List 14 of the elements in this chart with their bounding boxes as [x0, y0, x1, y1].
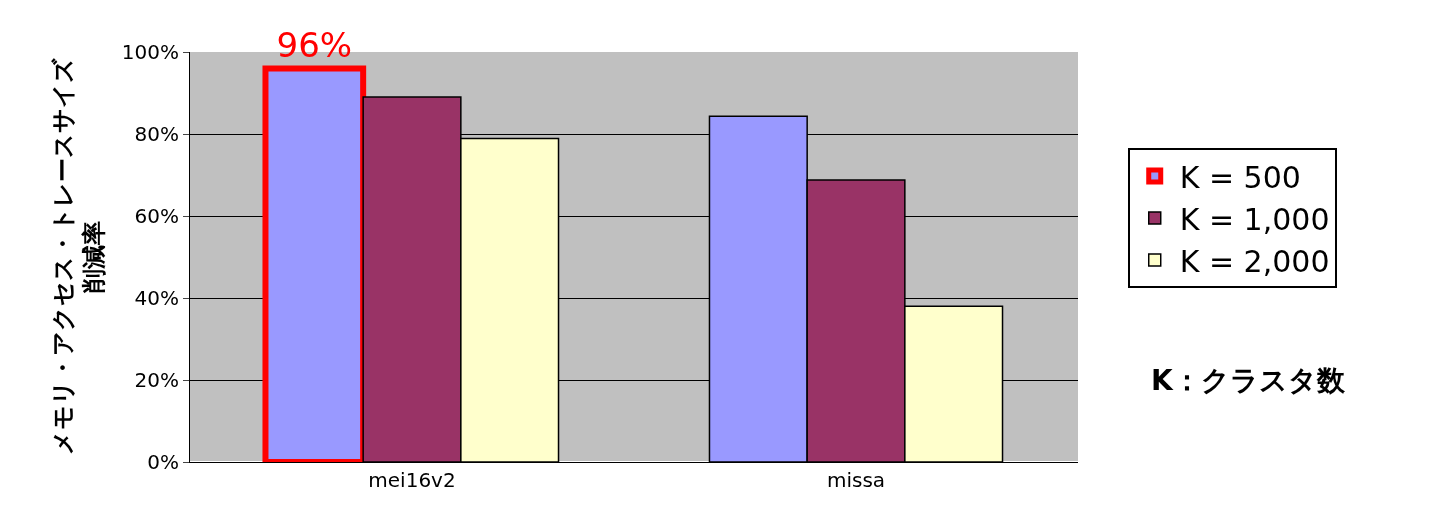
y-tick-label: 60% — [134, 204, 179, 228]
legend-label: K = 1,000 — [1179, 201, 1330, 237]
x-tick-label: missa — [826, 468, 886, 492]
legend-label: K = 2,000 — [1179, 243, 1330, 279]
y-tick-label: 0% — [147, 450, 179, 474]
x-tick-label: mei16v2 — [368, 468, 456, 492]
text: K：クラスタ数 — [1151, 364, 1346, 397]
y-tick-label: 40% — [134, 286, 179, 310]
y-tick-label: 20% — [134, 368, 179, 392]
legend-label: K = 500 — [1179, 159, 1301, 195]
y-tick-label: 100% — [121, 40, 179, 64]
y-axis-title: メモリ・アクセス・トレースサイズ削減率 — [48, 58, 108, 456]
data-label: 96% — [276, 25, 353, 66]
y-tick-label: 80% — [134, 122, 179, 146]
